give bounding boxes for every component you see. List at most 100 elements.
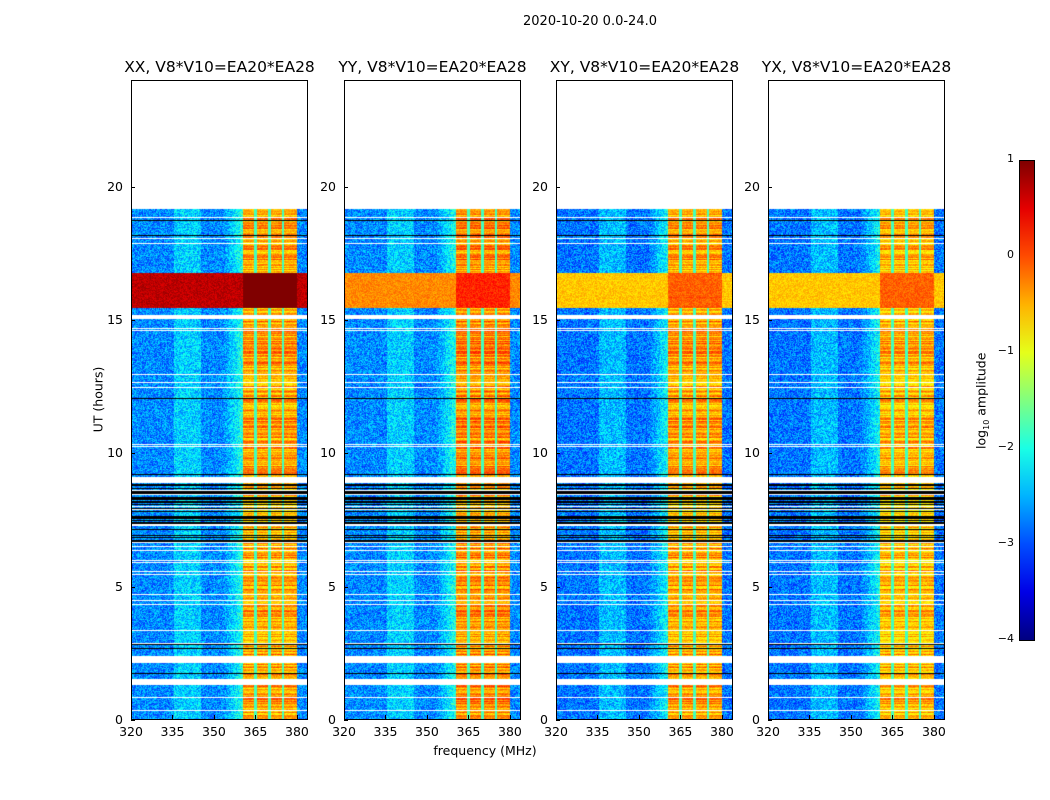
x-tick — [556, 715, 557, 719]
y-tick — [344, 586, 348, 588]
y-tick-label: 15 — [744, 312, 760, 327]
x-tick — [296, 715, 298, 719]
figure-title: 2020-10-20 0.0-24.0 — [523, 14, 657, 29]
y-axis-label: UT (hours) — [90, 366, 106, 433]
x-tick — [892, 715, 894, 719]
y-tick-label: 0 — [752, 712, 760, 727]
y-tick — [556, 586, 560, 588]
y-tick-label: 15 — [320, 312, 336, 327]
x-tick — [638, 715, 640, 719]
y-tick — [556, 720, 560, 721]
x-tick-label: 380 — [498, 724, 522, 739]
waterfall-panel-3 — [768, 80, 945, 720]
y-tick — [768, 586, 772, 588]
x-tick — [809, 715, 811, 719]
x-tick — [680, 715, 682, 719]
y-tick — [768, 320, 772, 321]
heatmap-image — [345, 81, 520, 719]
colorbar-label-main: log — [973, 429, 989, 449]
y-tick-label: 20 — [320, 178, 336, 194]
panel-title: YX, V8*V10=EA20*EA28 — [761, 58, 952, 76]
y-tick-label: 0 — [540, 712, 548, 727]
x-tick-label: 335 — [797, 724, 822, 739]
x-tick — [213, 715, 215, 719]
x-tick-label: 335 — [373, 724, 398, 739]
y-tick — [344, 453, 348, 455]
x-tick — [597, 715, 599, 719]
x-tick — [426, 715, 428, 719]
x-tick-label: 335 — [585, 724, 610, 739]
panel-title: XY, V8*V10=EA20*EA28 — [549, 58, 740, 76]
x-tick-label: 350 — [415, 724, 439, 739]
panel-title: YY, V8*V10=EA20*EA28 — [338, 58, 527, 76]
x-tick-label: 380 — [922, 724, 946, 739]
x-tick-label: 320 — [544, 724, 568, 739]
y-tick — [768, 720, 772, 721]
colorbar-tick-label: −1 — [997, 344, 1014, 357]
x-tick — [172, 715, 174, 719]
x-tick — [131, 715, 132, 719]
y-tick-label: 20 — [744, 178, 760, 194]
x-tick — [933, 715, 935, 719]
y-tick-label: 10 — [320, 445, 336, 461]
x-tick-label: 365 — [456, 724, 481, 739]
x-tick-label: 320 — [119, 724, 143, 739]
colorbar-tick-label: −4 — [997, 632, 1014, 645]
panel-title: XX, V8*V10=EA20*EA28 — [124, 58, 315, 76]
colorbar-tick-label: 1 — [1007, 152, 1014, 165]
y-tick — [768, 453, 772, 455]
x-tick-label: 335 — [160, 724, 185, 739]
y-tick-label: 15 — [532, 312, 548, 327]
y-tick — [131, 720, 135, 721]
waterfall-panel-1 — [344, 80, 521, 720]
y-tick — [131, 186, 135, 188]
x-tick-label: 365 — [668, 724, 693, 739]
y-tick-label: 5 — [752, 578, 760, 594]
x-tick — [721, 715, 723, 719]
y-tick-label: 15 — [107, 312, 123, 327]
y-tick-label: 5 — [540, 578, 548, 594]
y-tick — [344, 320, 348, 321]
y-tick-label: 0 — [328, 712, 336, 727]
x-tick — [385, 715, 387, 719]
y-tick — [768, 186, 772, 188]
x-tick-label: 350 — [202, 724, 226, 739]
y-tick-label: 10 — [107, 445, 123, 461]
y-tick — [556, 320, 560, 321]
x-tick — [344, 715, 345, 719]
colorbar-tick-label: −3 — [997, 536, 1014, 549]
x-tick — [509, 715, 511, 719]
colorbar-label-rest: amplitude — [973, 352, 989, 420]
y-tick — [344, 186, 348, 188]
y-tick-label: 5 — [115, 578, 123, 594]
waterfall-panel-2 — [556, 80, 733, 720]
y-tick — [131, 453, 135, 455]
colorbar-label-sub: 10 — [981, 419, 991, 430]
y-tick — [556, 453, 560, 455]
x-axis-label: frequency (MHz) — [433, 743, 537, 758]
x-tick — [468, 715, 470, 719]
y-tick — [344, 720, 348, 721]
y-tick-label: 20 — [107, 178, 123, 194]
x-tick-label: 350 — [627, 724, 651, 739]
y-tick-label: 0 — [115, 712, 123, 727]
y-tick-label: 10 — [532, 445, 548, 461]
x-tick-label: 350 — [839, 724, 863, 739]
heatmap-image — [557, 81, 732, 719]
x-tick — [850, 715, 852, 719]
x-tick-label: 380 — [285, 724, 309, 739]
heatmap-image — [769, 81, 944, 719]
x-tick — [255, 715, 257, 719]
colorbar-tick-label: −2 — [997, 440, 1014, 453]
y-tick — [131, 586, 135, 588]
x-tick-label: 380 — [710, 724, 734, 739]
waterfall-panel-0 — [131, 80, 308, 720]
x-tick — [768, 715, 769, 719]
y-tick — [556, 186, 560, 188]
x-tick-label: 365 — [880, 724, 905, 739]
x-tick-label: 365 — [243, 724, 268, 739]
x-tick-label: 320 — [332, 724, 356, 739]
y-tick-label: 10 — [744, 445, 760, 461]
y-tick — [131, 320, 135, 321]
